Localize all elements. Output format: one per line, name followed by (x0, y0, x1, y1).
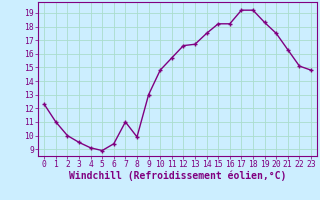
X-axis label: Windchill (Refroidissement éolien,°C): Windchill (Refroidissement éolien,°C) (69, 171, 286, 181)
